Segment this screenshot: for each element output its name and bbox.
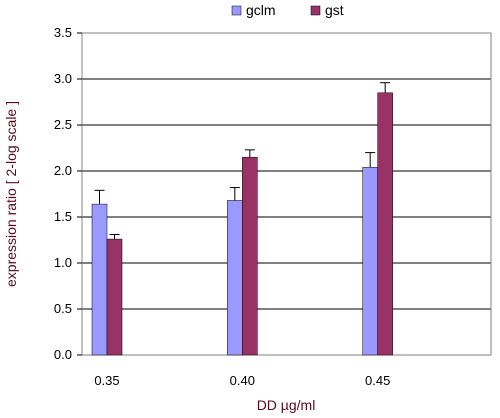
plot-area-border <box>81 32 492 356</box>
y-tick-label: 1.5 <box>54 209 72 224</box>
y-tick-label: 1.0 <box>54 255 72 270</box>
x-axis-label: DD µg/ml <box>257 397 316 413</box>
bar-gclm <box>362 167 378 356</box>
y-tick-label: 0.5 <box>54 301 72 316</box>
y-tick-label: 2.0 <box>54 163 72 178</box>
y-tick-label: 3.5 <box>54 25 72 40</box>
y-tick-label: 0.0 <box>54 347 72 362</box>
bars <box>91 82 393 356</box>
x-tick-label: 0.45 <box>365 373 390 388</box>
legend-swatch-gst <box>310 5 321 16</box>
bar-gst <box>377 92 393 356</box>
bar-gst <box>106 238 123 356</box>
bar-gclm <box>91 203 108 356</box>
y-tick-label: 2.5 <box>54 117 72 132</box>
legend-label-gst: gst <box>325 2 344 18</box>
y-axis-ticks: 0.0 0.5 1.0 1.5 2.0 2.5 3.0 3.5 <box>54 25 82 362</box>
bar-gclm <box>227 200 243 356</box>
legend-label-gclm: gclm <box>246 2 276 18</box>
y-axis-label: expression ratio [ 2-log scale ] <box>3 101 19 287</box>
gridlines <box>82 78 491 310</box>
x-tick-label: 0.35 <box>94 373 119 388</box>
legend-swatch-gclm <box>231 5 242 16</box>
legend: gclm gst <box>231 2 344 18</box>
y-tick-label: 3.0 <box>54 71 72 86</box>
x-tick-label: 0.40 <box>230 373 255 388</box>
bar-gst <box>242 156 258 356</box>
x-axis-ticks: 0.35 0.40 0.45 <box>94 373 390 388</box>
